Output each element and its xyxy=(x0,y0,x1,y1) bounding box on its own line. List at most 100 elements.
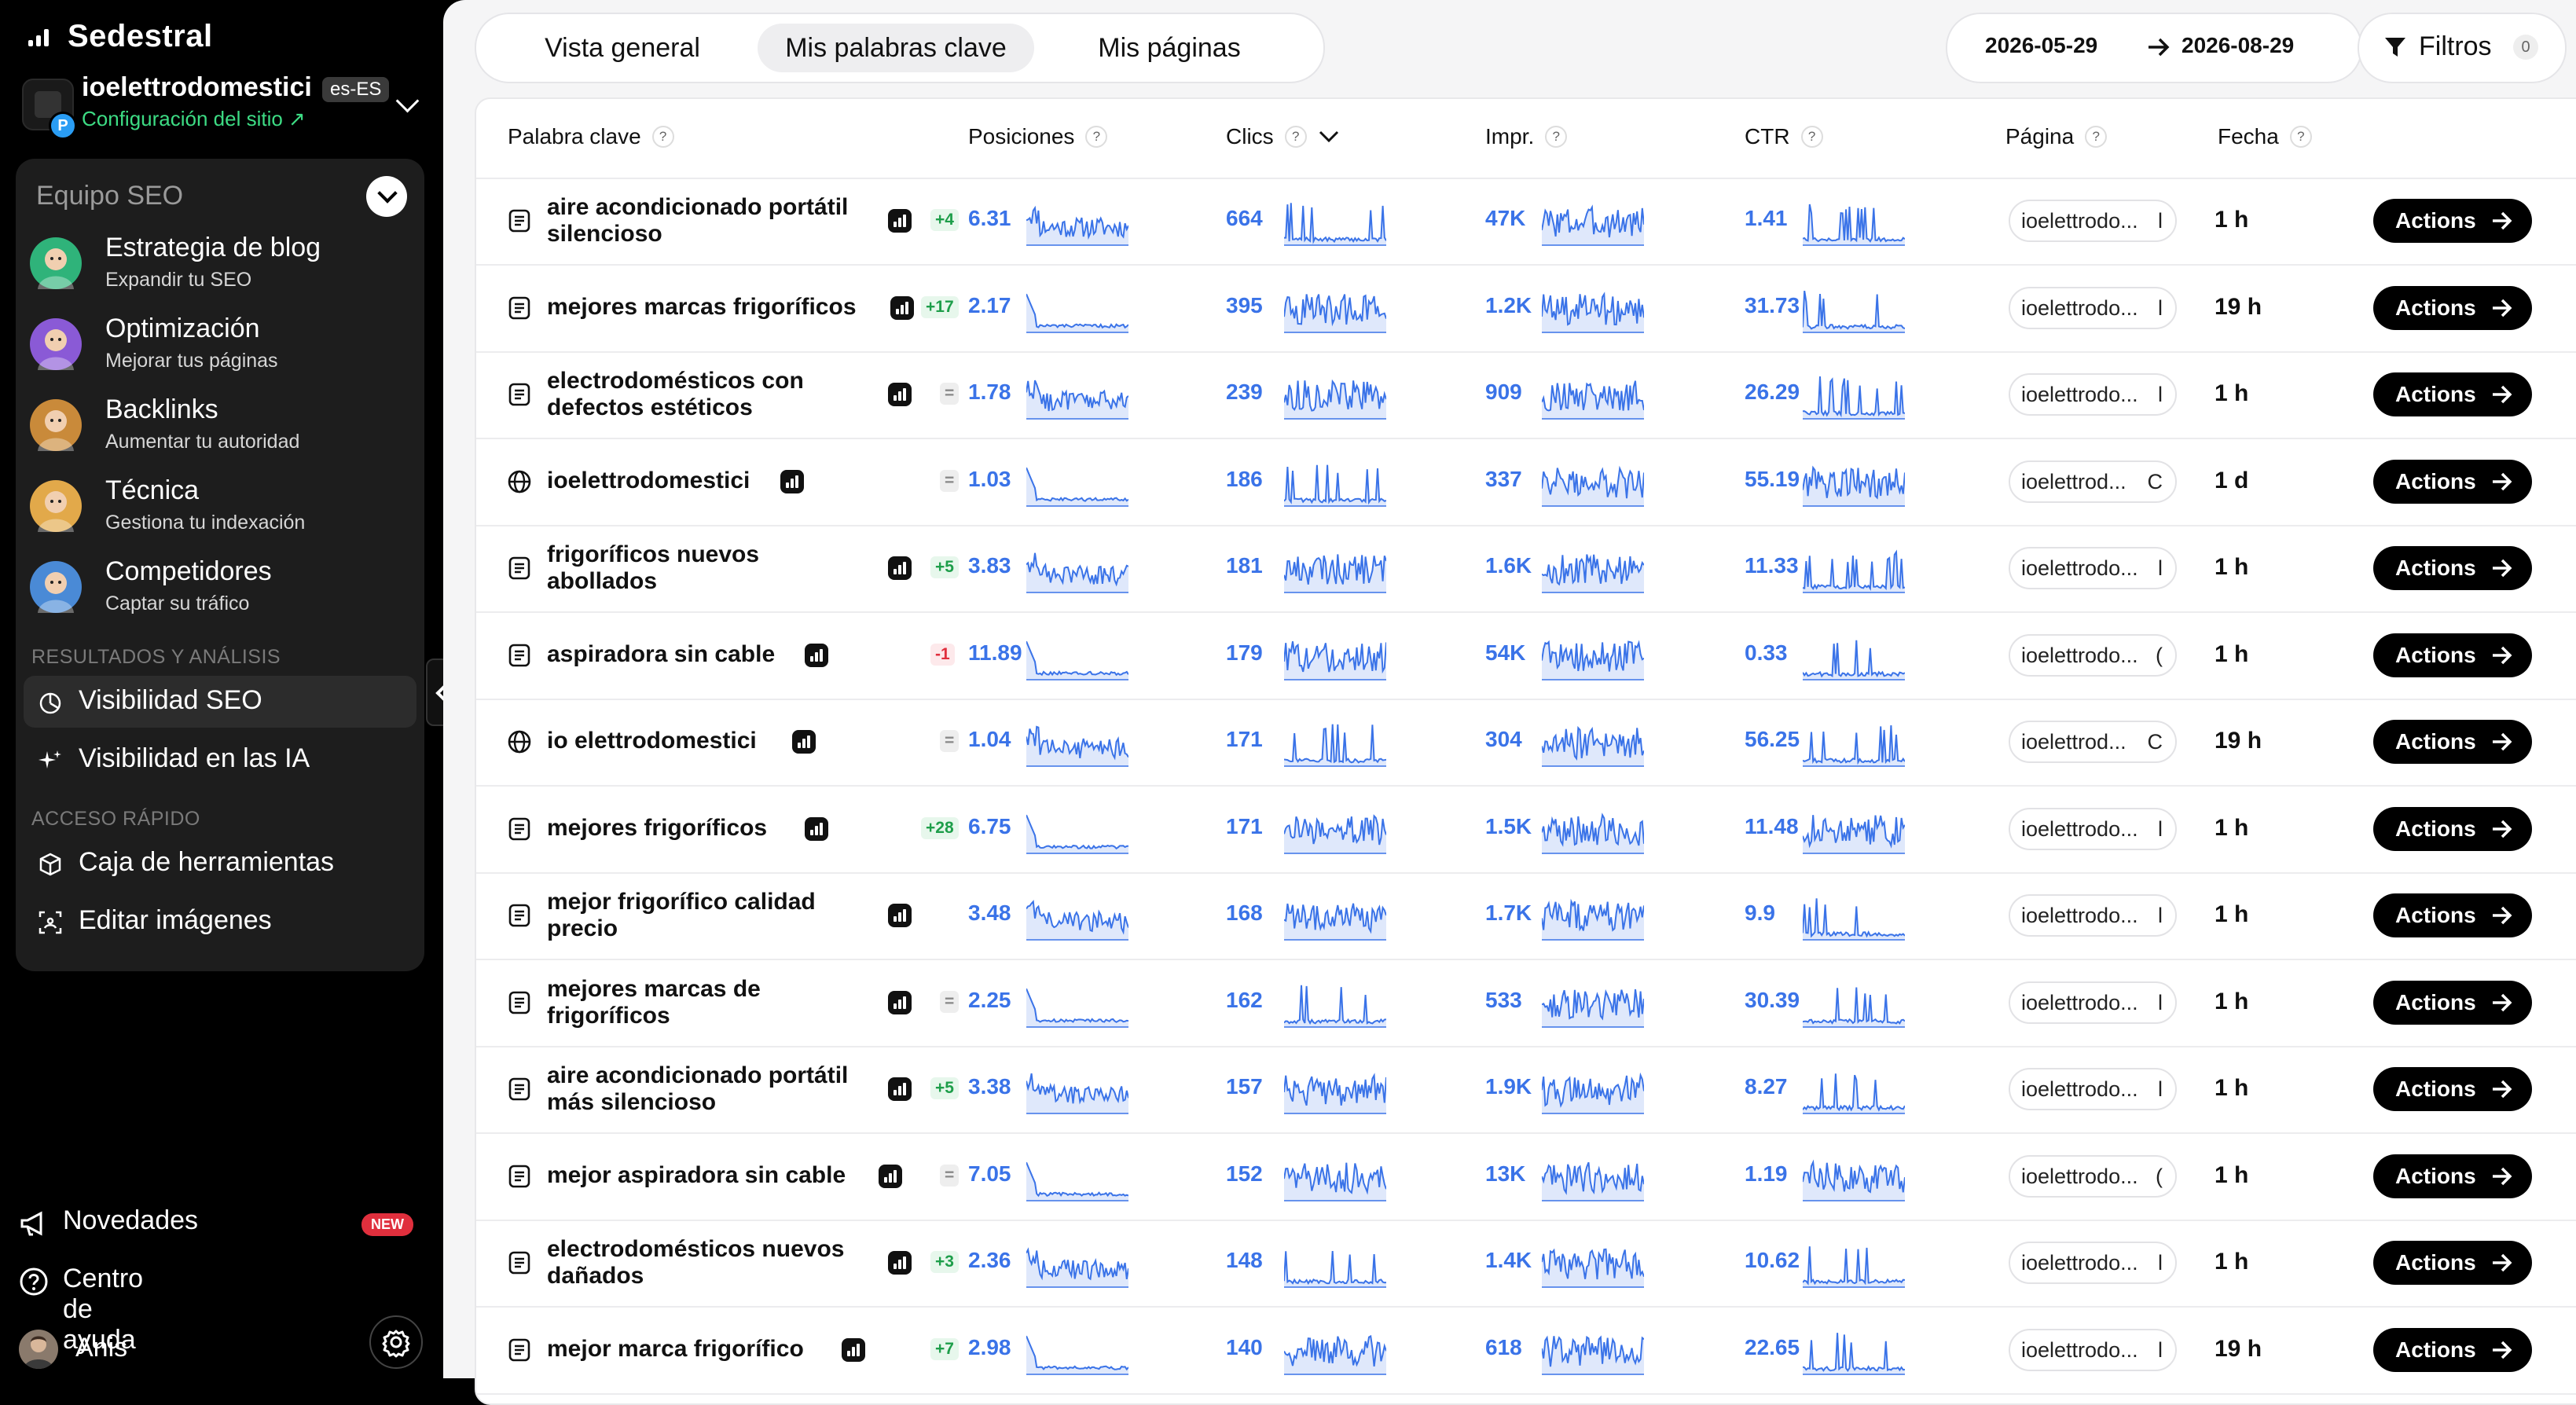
rank-tracking-icon[interactable] xyxy=(888,904,912,927)
actions-button[interactable]: Actions xyxy=(2373,806,2532,851)
actions-button[interactable]: Actions xyxy=(2373,1067,2532,1111)
help-icon[interactable]: ? xyxy=(1284,126,1307,148)
table-row[interactable]: mejor frigorífico calidad precio 3.48 168 1.… xyxy=(476,872,2576,960)
team-collapse-button[interactable] xyxy=(366,176,407,217)
col-impressions[interactable]: Impr.? xyxy=(1485,124,1568,149)
chevron-down-icon[interactable] xyxy=(395,89,420,113)
rank-tracking-icon[interactable] xyxy=(780,469,804,493)
keyword-text[interactable]: aire acondicionado portátil silencioso xyxy=(547,194,877,248)
table-row[interactable]: aspiradora sin cable -1 11.89 179 54K 0.33 ioe… xyxy=(476,612,2576,700)
page-link[interactable]: ioelettrodo... l xyxy=(2009,807,2177,850)
rank-tracking-icon[interactable] xyxy=(888,1077,912,1101)
page-link[interactable]: ioelettrodo... l xyxy=(2009,1328,2177,1371)
table-row[interactable]: electrodomésticos con defectos estéticos =… xyxy=(476,351,2576,439)
settings-button[interactable] xyxy=(369,1315,423,1369)
rank-tracking-icon[interactable] xyxy=(888,556,912,580)
col-positions[interactable]: Posiciones? xyxy=(968,124,1108,149)
keyword-text[interactable]: mejores marcas de frigoríficos xyxy=(547,976,877,1029)
filters-button[interactable]: Filtros 0 xyxy=(2358,13,2567,83)
nav-edit-images[interactable]: Editar imágenes xyxy=(24,896,416,948)
rank-tracking-icon[interactable] xyxy=(890,295,914,320)
tab-my-pages[interactable]: Mis páginas xyxy=(1098,32,1241,63)
table-row[interactable]: frigoríficos nuevos abollados +5 3.83 181 1.6… xyxy=(476,525,2576,613)
site-selector[interactable]: P ioelettrodomestici es-ES Configuración… xyxy=(22,72,420,140)
site-config-link[interactable]: Configuración del sitio ↗ xyxy=(82,107,306,130)
actions-button[interactable]: Actions xyxy=(2373,459,2532,504)
actions-button[interactable]: Actions xyxy=(2373,893,2532,937)
table-row[interactable]: aire acondicionado portátil más silencios… xyxy=(476,1046,2576,1134)
page-link[interactable]: ioelettrodo... l xyxy=(2009,200,2177,242)
actions-button[interactable]: Actions xyxy=(2373,546,2532,590)
page-link[interactable]: ioelettrodo... l xyxy=(2009,1068,2177,1110)
keyword-text[interactable]: mejores frigoríficos xyxy=(547,815,877,842)
rank-tracking-icon[interactable] xyxy=(888,1251,912,1275)
actions-button[interactable]: Actions xyxy=(2373,980,2532,1025)
agent-item[interactable]: Optimización Mejorar tus páginas xyxy=(30,310,415,383)
page-link[interactable]: ioelettrod... C xyxy=(2009,721,2177,763)
keyword-text[interactable]: mejores marcas frigoríficos xyxy=(547,294,877,321)
rank-tracking-icon[interactable] xyxy=(888,209,912,233)
keyword-text[interactable]: ioelettrodomestici xyxy=(547,468,877,494)
page-link[interactable]: ioelettrodo... l xyxy=(2009,894,2177,937)
page-link[interactable]: ioelettrodo... l xyxy=(2009,373,2177,416)
table-row[interactable]: electrodomésticos nuevos dañados +3 2.36 148… xyxy=(476,1220,2576,1308)
rank-tracking-icon[interactable] xyxy=(888,383,912,406)
agent-item[interactable]: Backlinks Aumentar tu autoridad xyxy=(30,391,415,464)
help-icon[interactable]: ? xyxy=(1085,126,1108,148)
help-icon[interactable]: ? xyxy=(1800,126,1823,148)
rank-tracking-icon[interactable] xyxy=(879,1164,902,1188)
page-link[interactable]: ioelettrodo... ( xyxy=(2009,633,2177,677)
col-date[interactable]: Fecha? xyxy=(2218,124,2312,149)
page-link[interactable]: ioelettrodo... l xyxy=(2009,981,2177,1024)
keyword-text[interactable]: io elettrodomestici xyxy=(547,728,877,754)
table-row[interactable]: mejor aspiradora sin cable = 7.05 152 13K 1.1… xyxy=(476,1133,2576,1221)
nav-visibility-ai[interactable]: Visibilidad en las IA xyxy=(24,734,416,786)
col-clicks[interactable]: Clics? xyxy=(1226,124,1340,149)
brand[interactable]: Sedestral xyxy=(25,17,213,55)
actions-button[interactable]: Actions xyxy=(2373,1241,2532,1285)
keyword-text[interactable]: mejor marca frigorífico xyxy=(547,1336,877,1363)
table-row[interactable]: mejores frigoríficos +28 6.75 171 1.5K 11.48 i… xyxy=(476,786,2576,874)
keyword-text[interactable]: electrodomésticos con defectos estéticos xyxy=(547,368,877,421)
nav-visibility-seo[interactable]: Visibilidad SEO xyxy=(24,676,416,728)
keyword-text[interactable]: mejor aspiradora sin cable xyxy=(547,1162,877,1189)
rank-tracking-icon[interactable] xyxy=(792,730,816,754)
page-link[interactable]: ioelettrodo... ( xyxy=(2009,1154,2177,1198)
keyword-text[interactable]: aire acondicionado portátil más silencios… xyxy=(547,1062,877,1116)
keyword-text[interactable]: aspiradora sin cable xyxy=(547,641,877,668)
help-icon[interactable]: ? xyxy=(1545,126,1568,148)
actions-button[interactable]: Actions xyxy=(2373,633,2532,677)
rank-tracking-icon[interactable] xyxy=(842,1337,865,1362)
date-range-picker[interactable]: 2026-05-29 2026-08-29 xyxy=(1946,13,2362,83)
table-row[interactable]: ioelettrodomestici = 1.03 186 337 55.19 ioelet… xyxy=(476,438,2576,526)
agent-item[interactable]: Estrategia de blog Expandir tu SEO xyxy=(30,229,415,302)
actions-button[interactable]: Actions xyxy=(2373,372,2532,416)
rank-tracking-icon[interactable] xyxy=(888,990,912,1014)
actions-button[interactable]: Actions xyxy=(2373,720,2532,764)
help-icon[interactable]: ? xyxy=(2085,126,2108,148)
table-row[interactable]: aire acondicionado portátil silencioso +4 6… xyxy=(476,178,2576,266)
tab-my-keywords[interactable]: Mis palabras clave xyxy=(758,24,1034,72)
keyword-text[interactable]: electrodomésticos nuevos dañados xyxy=(547,1236,877,1289)
page-link[interactable]: ioelettrod... C xyxy=(2009,460,2177,503)
actions-button[interactable]: Actions xyxy=(2373,285,2532,330)
actions-button[interactable]: Actions xyxy=(2373,1154,2532,1198)
rank-tracking-icon[interactable] xyxy=(805,816,828,841)
help-icon[interactable]: ? xyxy=(651,126,674,148)
actions-button[interactable]: Actions xyxy=(2373,199,2532,243)
page-link[interactable]: ioelettrodo... l xyxy=(2009,286,2177,329)
col-page[interactable]: Página? xyxy=(2005,124,2108,149)
nav-toolbox[interactable]: Caja de herramientas xyxy=(24,838,416,890)
sort-desc-icon[interactable] xyxy=(1318,129,1340,145)
keyword-text[interactable]: frigoríficos nuevos abollados xyxy=(547,541,877,595)
page-link[interactable]: ioelettrodo... l xyxy=(2009,1242,2177,1284)
help-icon[interactable]: ? xyxy=(2289,126,2312,148)
tab-overview[interactable]: Vista general xyxy=(545,32,700,63)
agent-item[interactable]: Técnica Gestiona tu indexación xyxy=(30,472,415,545)
agent-item[interactable]: Competidores Captar su tráfico xyxy=(30,553,415,625)
table-row[interactable]: mejores marcas frigoríficos +17 2.17 395 1.2… xyxy=(476,265,2576,353)
table-row[interactable]: mejor marca frigorífico +7 2.98 140 618 22.65… xyxy=(476,1307,2576,1395)
col-ctr[interactable]: CTR? xyxy=(1745,124,1823,149)
rank-tracking-icon[interactable] xyxy=(805,643,828,667)
page-link[interactable]: ioelettrodo... l xyxy=(2009,547,2177,589)
